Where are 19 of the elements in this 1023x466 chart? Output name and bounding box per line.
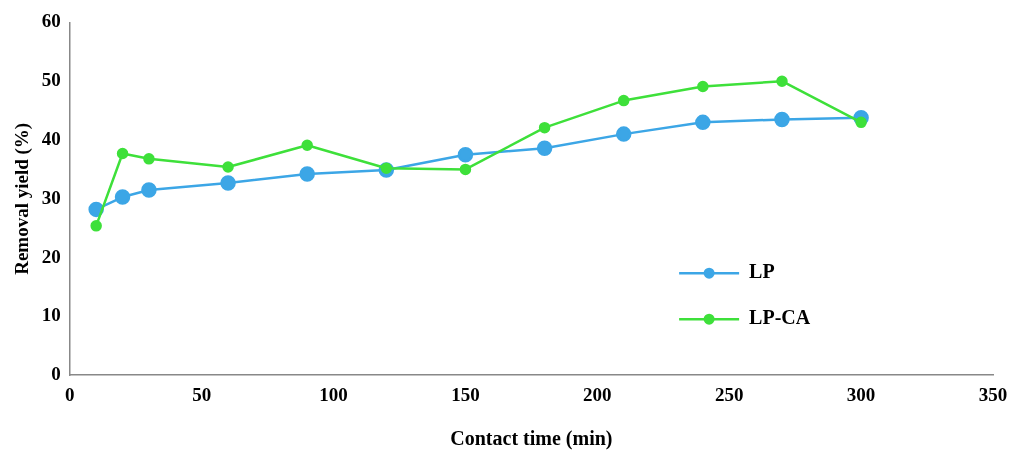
y-tick-label: 60: [41, 10, 61, 32]
y-tick-label: 0: [51, 363, 61, 385]
x-tick-label: 50: [192, 383, 212, 405]
x-tick-label: 200: [583, 383, 612, 405]
y-tick-label: 40: [41, 127, 61, 149]
x-tick-label: 350: [978, 383, 1008, 405]
x-tick-label: 250: [714, 383, 744, 405]
legend-label: LP: [749, 260, 775, 283]
y-tick-label: 10: [41, 304, 61, 326]
x-tick-label: 100: [319, 383, 348, 405]
y-axis-title: Removal yield (%): [11, 122, 34, 275]
x-axis-title: Contact time (min): [450, 427, 613, 451]
x-tick-label: 0: [65, 383, 75, 405]
legend-label: LP-CA: [749, 306, 811, 329]
y-tick-label: 50: [41, 69, 61, 91]
y-tick-label: 20: [41, 245, 61, 267]
y-tick-label: 30: [41, 186, 61, 208]
x-tick-label: 150: [451, 383, 480, 405]
x-tick-label: 300: [846, 383, 876, 405]
